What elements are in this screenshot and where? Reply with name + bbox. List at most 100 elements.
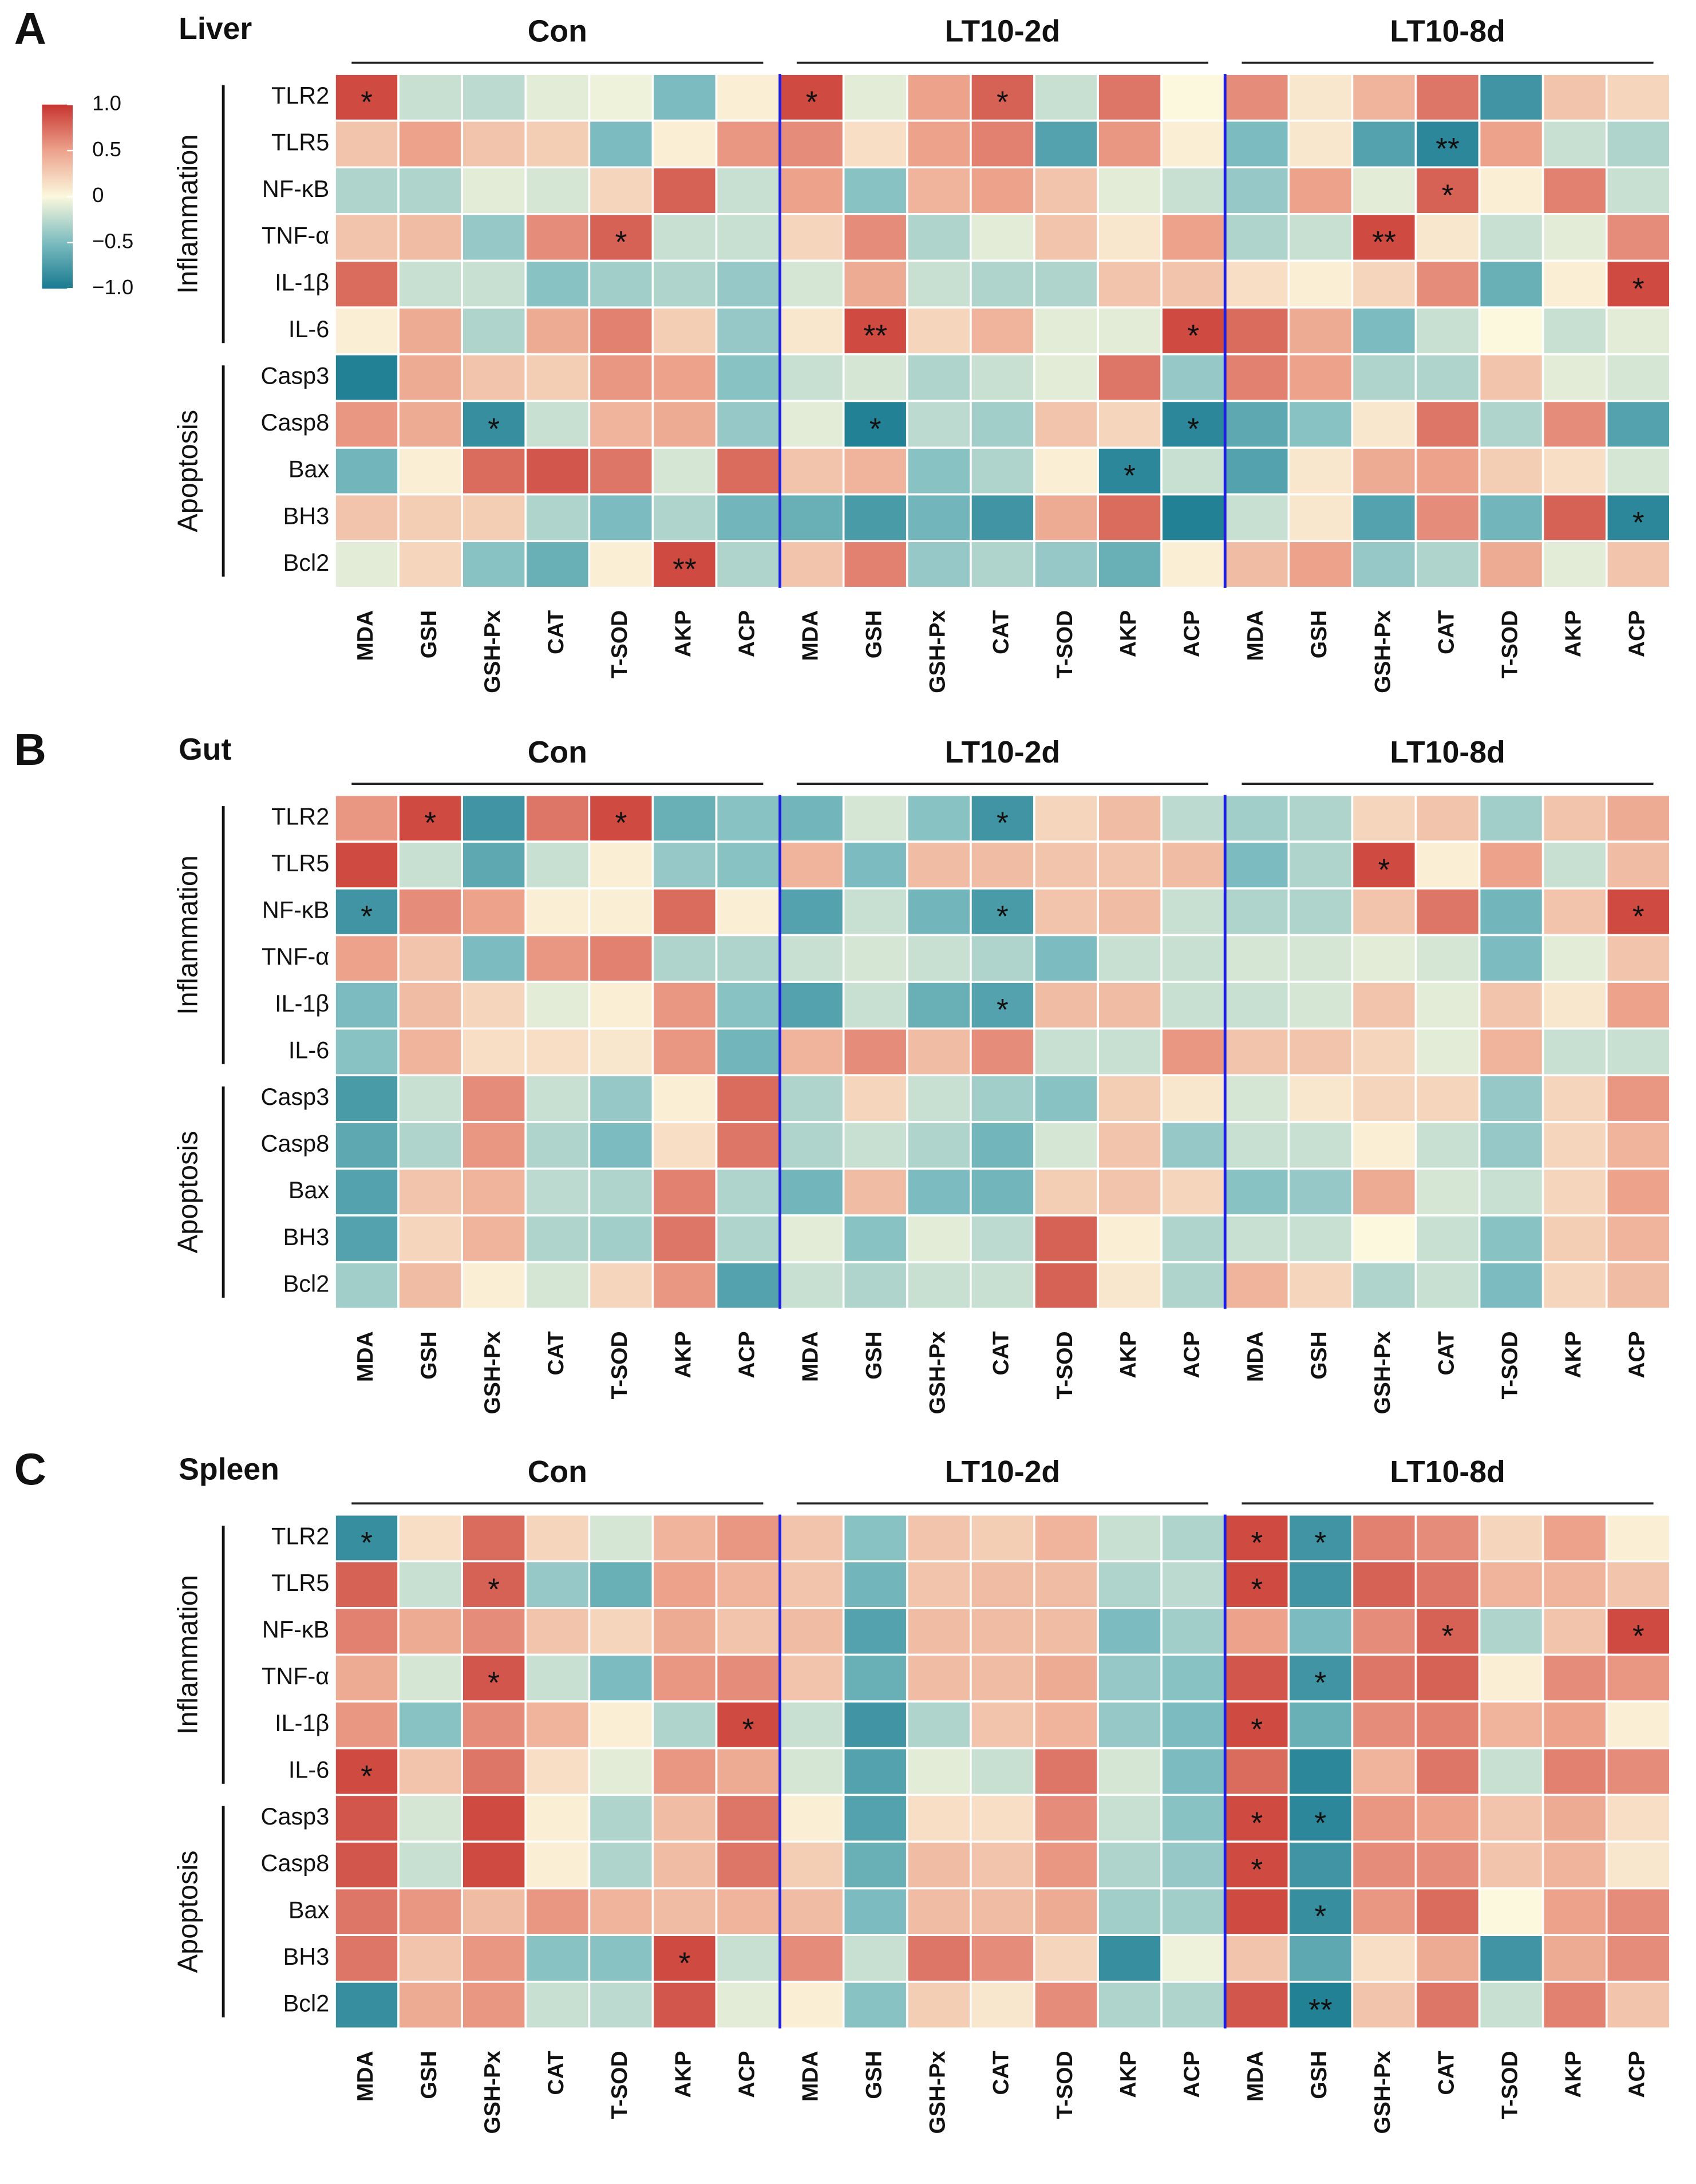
heatmap-cell bbox=[1605, 840, 1671, 890]
heatmap-cell bbox=[1224, 1027, 1290, 1077]
heatmap-cell bbox=[715, 793, 781, 843]
heatmap-cell bbox=[715, 119, 781, 169]
heatmap-cell bbox=[461, 1121, 527, 1170]
heatmap-cell bbox=[715, 306, 781, 356]
heatmap-cell bbox=[651, 447, 718, 496]
heatmap-cell bbox=[1414, 1607, 1481, 1656]
heatmap-cell bbox=[334, 1700, 400, 1749]
heatmap-cell bbox=[524, 1214, 591, 1263]
heatmap-cell bbox=[524, 793, 591, 843]
heatmap-cell bbox=[1605, 981, 1671, 1030]
heatmap-cell bbox=[970, 353, 1035, 402]
heatmap-cell bbox=[1033, 1887, 1099, 1936]
heatmap-cell bbox=[397, 1653, 464, 1703]
heatmap-cell bbox=[1224, 887, 1290, 937]
significance-label: * bbox=[1314, 1666, 1326, 1700]
heatmap-cell bbox=[1541, 1214, 1608, 1263]
heatmap-cell bbox=[1478, 1074, 1544, 1123]
heatmap-cell bbox=[588, 259, 654, 309]
heatmap-cell bbox=[1160, 1653, 1227, 1703]
heatmap-cell bbox=[1224, 353, 1290, 402]
heatmap-cell bbox=[1478, 166, 1544, 215]
heatmap-cell bbox=[1287, 840, 1354, 890]
heatmap-cell bbox=[651, 166, 718, 215]
heatmap-cell bbox=[1478, 306, 1544, 356]
heatmap-cell bbox=[842, 840, 908, 890]
significance-label: * bbox=[361, 899, 373, 934]
heatmap-cell bbox=[1478, 1027, 1544, 1077]
heatmap-cell bbox=[906, 447, 972, 496]
heatmap-cell bbox=[334, 1980, 400, 2030]
column-label: GSH-Px bbox=[926, 610, 950, 693]
column-label: MDA bbox=[353, 1331, 378, 1382]
heatmap-cell bbox=[461, 934, 527, 983]
heatmap-cell bbox=[1478, 1607, 1544, 1656]
significance-label: * bbox=[1314, 1899, 1326, 1934]
heatmap-cell bbox=[1160, 259, 1227, 309]
row-label: TLR5 bbox=[271, 1570, 329, 1596]
heatmap-cell bbox=[970, 1121, 1035, 1170]
heatmap-cell bbox=[651, 540, 718, 589]
heatmap-cell bbox=[970, 1167, 1035, 1217]
column-label: ACP bbox=[734, 610, 759, 657]
heatmap-cell bbox=[461, 493, 527, 543]
heatmap-cell bbox=[1605, 1560, 1671, 1609]
heatmap-cell bbox=[524, 1167, 591, 1217]
significance-label: * bbox=[806, 85, 818, 119]
heatmap-cell bbox=[842, 1167, 908, 1217]
heatmap-cell bbox=[1541, 540, 1608, 589]
heatmap-cell bbox=[842, 887, 908, 937]
heatmap-cell bbox=[1160, 493, 1227, 543]
heatmap-cell bbox=[651, 840, 718, 890]
row-label: Casp3 bbox=[261, 363, 330, 389]
heatmap-cell bbox=[1414, 981, 1481, 1030]
heatmap-cell bbox=[1478, 1887, 1544, 1936]
heatmap-cell bbox=[778, 166, 845, 215]
heatmap-cell bbox=[1414, 540, 1481, 589]
heatmap-cell bbox=[1224, 840, 1290, 890]
heatmap-cell bbox=[651, 793, 718, 843]
heatmap-cell bbox=[1605, 73, 1671, 122]
heatmap-cell bbox=[1414, 353, 1481, 402]
heatmap-cell bbox=[1351, 981, 1417, 1030]
heatmap-cell bbox=[461, 166, 527, 215]
heatmap-cell bbox=[461, 1794, 527, 1843]
heatmap-cell bbox=[1351, 1794, 1417, 1843]
heatmap-cell bbox=[1033, 1121, 1099, 1170]
heatmap-cell bbox=[651, 934, 718, 983]
heatmap-cell bbox=[1541, 1027, 1608, 1077]
heatmap-cell bbox=[1033, 1074, 1099, 1123]
heatmap-cell bbox=[1414, 400, 1481, 449]
heatmap-cell bbox=[1224, 540, 1290, 589]
heatmap-cell bbox=[778, 1607, 845, 1656]
heatmap-cell bbox=[1351, 1074, 1417, 1123]
heatmap-cell bbox=[1478, 259, 1544, 309]
heatmap-cell bbox=[1541, 1121, 1608, 1170]
heatmap-cell bbox=[1160, 447, 1227, 496]
heatmap-cell bbox=[778, 1214, 845, 1263]
heatmap-cell bbox=[1478, 119, 1544, 169]
heatmap-cell bbox=[1541, 1980, 1608, 2030]
heatmap-cell bbox=[1287, 166, 1354, 215]
heatmap-cell bbox=[651, 1607, 718, 1656]
heatmap-cell bbox=[1287, 259, 1354, 309]
heatmap-cell bbox=[715, 73, 781, 122]
heatmap-cell bbox=[1414, 793, 1481, 843]
heatmap-cell bbox=[1541, 447, 1608, 496]
heatmap-cell bbox=[1287, 119, 1354, 169]
heatmap-cell bbox=[842, 447, 908, 496]
heatmap-cell bbox=[588, 119, 654, 169]
heatmap-cell bbox=[651, 1074, 718, 1123]
heatmap-cell bbox=[715, 934, 781, 983]
heatmap-cell bbox=[1541, 1261, 1608, 1310]
heatmap-cell bbox=[906, 1841, 972, 1890]
heatmap-cell bbox=[970, 840, 1035, 890]
heatmap-cell bbox=[588, 447, 654, 496]
heatmap-cell bbox=[334, 540, 400, 589]
heatmap-cell bbox=[906, 1980, 972, 2030]
heatmap-cell bbox=[970, 934, 1035, 983]
heatmap-cell bbox=[1287, 540, 1354, 589]
heatmap-cell bbox=[842, 1887, 908, 1936]
heatmap-cell bbox=[778, 1560, 845, 1609]
heatmap-cell bbox=[1287, 1700, 1354, 1749]
